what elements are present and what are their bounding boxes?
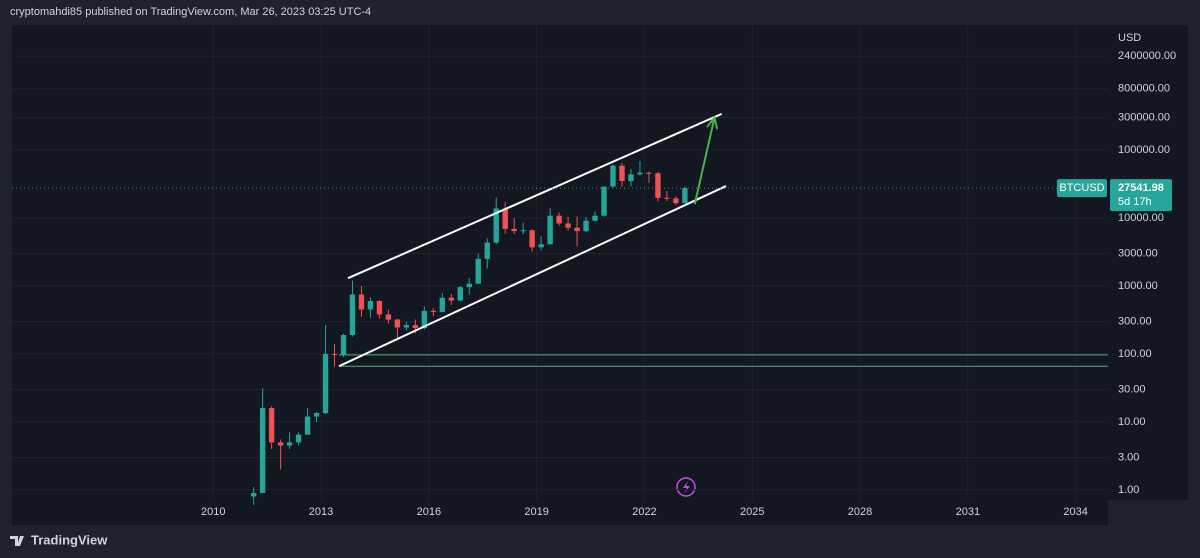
x-tick-label: 2025 [740,506,764,518]
header: cryptomahdi85 published on TradingView.c… [10,6,371,18]
candle-body [376,301,383,315]
y-tick-label: 10.00 [1118,416,1146,428]
candle-body [655,173,661,198]
arrow [693,117,716,205]
candle-body [304,416,311,435]
brand-logo [10,536,24,546]
candle-body [421,310,428,329]
candle-body [457,287,463,301]
countdown-label: 5d 17h [1118,196,1152,208]
x-tick-label: 2028 [848,506,872,518]
candle-body [412,325,419,329]
y-tick-label: 3.00 [1118,451,1139,463]
symbol-label: BTCUSD [1059,182,1104,194]
candle-body [484,242,490,259]
candle-body [547,215,553,245]
price-axis [1108,25,1188,500]
y-tick-label: 100.00 [1118,348,1152,360]
candle-body [331,353,338,355]
x-tick-label: 2013 [309,506,333,518]
arrow-head [706,115,719,130]
candle-body [574,227,580,232]
candle-body [277,442,284,446]
candle-body [628,174,634,181]
x-tick-label: 2016 [417,506,441,518]
price-label: 27541.98 [1118,182,1164,194]
y-tick-label: 1.00 [1118,484,1139,496]
candle-body [538,244,544,248]
candle-body [565,223,571,228]
candle-body [385,314,392,320]
y-tick-label: 1000.00 [1118,280,1158,292]
candle-body [583,220,589,232]
candle-body [295,434,302,443]
candle-body [259,408,266,493]
channel-line [347,112,723,280]
x-tick-label: 2010 [201,506,225,518]
brand: TradingView [31,532,108,547]
symbol-tag [1057,179,1107,198]
y-tick-label: 300.00 [1118,315,1152,327]
candle-body [520,230,526,232]
currency: USD [1118,32,1141,44]
x-tick-label: 2034 [1063,506,1087,518]
candle-body [682,188,688,204]
candle-body [637,172,643,175]
y-tick-label: 800000.00 [1118,83,1170,95]
candle-body [322,353,329,414]
candle-body [466,283,472,288]
y-tick-label: 300000.00 [1118,111,1170,123]
candle-body [367,301,374,310]
channel-line [338,185,727,368]
candle-body [394,319,401,328]
candle-body [448,297,454,301]
candle-body [664,197,670,199]
event-icon [676,477,696,497]
candle-body [619,165,625,181]
candle-body [556,215,562,224]
candle-body [268,408,275,443]
time-axis [12,500,1108,525]
candle-body [439,297,446,312]
candle-body [358,294,365,310]
candle-body [430,310,437,312]
candle-body [601,186,607,216]
price-tag [1110,179,1172,212]
x-tick-label: 2031 [956,506,980,518]
y-tick-label: 2400000.00 [1118,50,1176,62]
candle-body [673,198,679,204]
candle-body [313,413,320,417]
candle-body [493,208,499,243]
candle-body [250,492,257,497]
candle-body [403,325,410,328]
candle-body [592,215,598,221]
candle-body [502,208,508,229]
candle-body [610,165,616,187]
x-tick-label: 2022 [632,506,656,518]
candle-body [340,334,347,355]
candle-body [349,294,356,335]
candle-body [286,442,293,446]
y-tick-label: 30.00 [1118,383,1146,395]
candle-body [475,258,481,284]
candle-body [646,172,652,174]
candle-body [511,228,517,232]
candle-body [529,230,535,248]
y-tick-label: 3000.00 [1118,247,1158,259]
x-tick-label: 2019 [524,506,548,518]
y-tick-label: 100000.00 [1118,144,1170,156]
y-tick-label: 10000.00 [1118,212,1164,224]
